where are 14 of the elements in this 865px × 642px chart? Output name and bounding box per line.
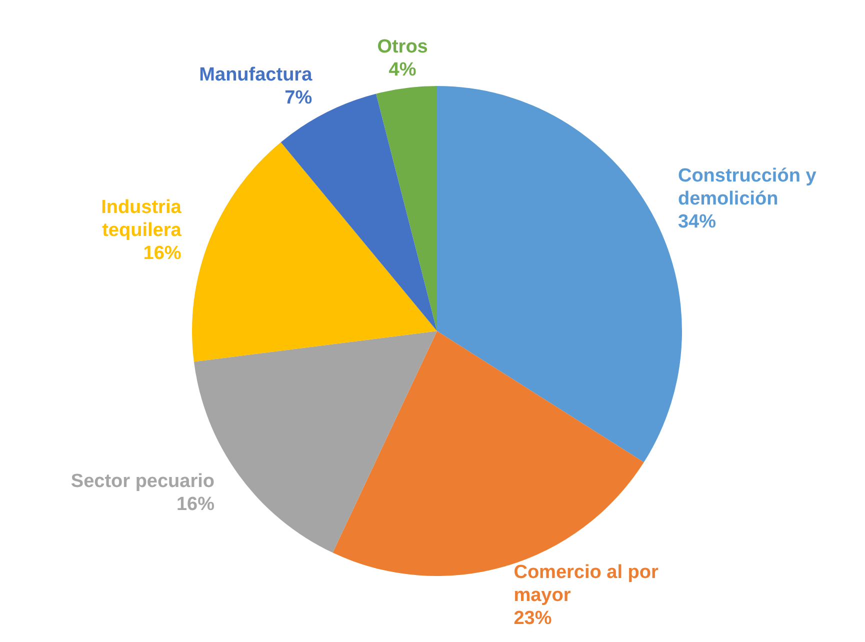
pie-slice	[376, 86, 437, 331]
slice-label: Comercio al por mayor	[514, 562, 659, 606]
data-label: 4%	[388, 59, 416, 80]
data-label: 34%	[678, 211, 716, 232]
slice-label: Construcción y demolición	[678, 165, 817, 210]
slice-label: Manufactura	[199, 64, 313, 85]
data-label: 16%	[143, 242, 182, 264]
pie-slice	[192, 142, 437, 362]
slice-label: Industria tequilera	[101, 196, 182, 240]
data-label: 7%	[284, 86, 312, 108]
slice-label: Sector pecuario	[70, 470, 215, 492]
data-label: 23%	[514, 608, 552, 629]
slice-label: Otros	[377, 36, 428, 58]
data-label: 16%	[176, 494, 215, 515]
